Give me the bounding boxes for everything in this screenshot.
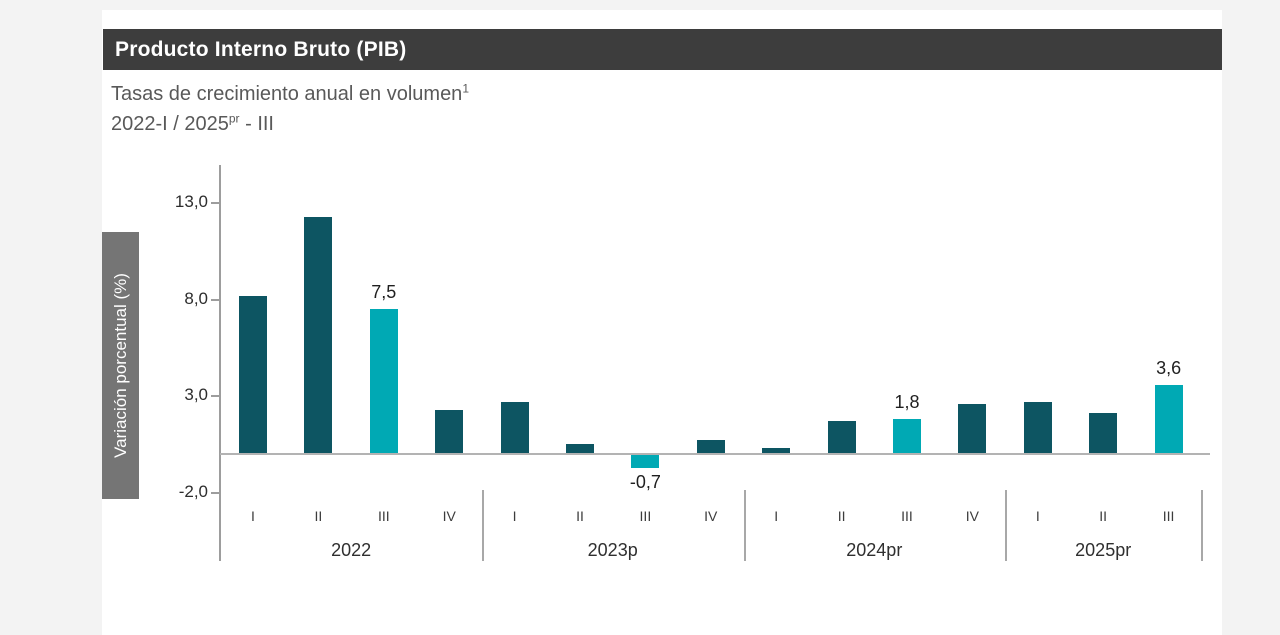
bar-2023p-III [631,454,660,468]
x-tick-label: III [1162,508,1175,524]
chart-title: Producto Interno Bruto (PIB) [115,37,407,61]
x-tick-label: II [1099,508,1108,524]
y-axis-tick-label: 3,0 [184,385,208,405]
x-tick-label: III [639,508,652,524]
year-separator [1005,490,1008,561]
bar-2022-IV [435,409,464,454]
subtitle-text: Tasas de crecimiento anual en volumen [111,83,463,105]
bar-2025pr-III [1154,384,1183,454]
bar-2024pr-II [827,421,856,454]
bar-2024pr-I [762,448,791,454]
x-tick-label: II [837,508,846,524]
year-separator [481,490,484,561]
chart-period: 2022-I / 2025pr - III [111,109,274,140]
bar-2023p-I [500,401,529,454]
bar-2024pr-IV [958,403,987,454]
x-tick-label: IV [442,508,456,524]
x-tick-label: I [1035,508,1040,524]
bar-2022-II [304,216,333,454]
bar-value-label-2025pr-III: 3,6 [1156,357,1182,378]
chart-title-bar: Producto Interno Bruto (PIB) [103,29,1222,70]
x-tick-label: I [512,508,517,524]
bar-value-label-2023p-III: -0,7 [629,471,661,492]
y-axis-title-box: Variación porcentual (%) [102,232,139,499]
y-axis-tick-label: -2,0 [178,481,208,501]
x-tick-label: III [901,508,913,524]
x-tick-label: II [576,508,584,524]
year-label-2022: 2022 [331,540,372,560]
bar-2025pr-I [1023,401,1052,454]
x-tick-label: I [774,508,779,524]
y-axis-tick [211,298,220,301]
year-label-2025pr: 2025pr [1075,540,1132,560]
period-superscript: pr [228,111,240,126]
bar-2022-I [239,295,267,454]
y-axis-tick [211,395,220,398]
year-label-2023p: 2023p [587,540,638,560]
chart-card [102,10,1222,635]
x-tick-label: IV [704,508,718,524]
bar-2023p-II [566,444,594,454]
period-text-start: 2022-I / 2025 [111,113,229,135]
zero-baseline [220,453,1210,455]
bar-2022-III [369,309,398,454]
chart-subtitle: Tasas de crecimiento anual en volumen1 [111,79,469,110]
y-axis-tick [211,202,220,205]
x-tick-label: I [251,508,255,524]
year-separator [1201,490,1204,561]
period-text-end: - III [239,113,274,135]
bar-2023p-IV [696,440,725,454]
year-label-2024pr: 2024pr [846,540,903,560]
y-axis-tick [211,491,220,494]
subtitle-footnote-marker: 1 [462,81,469,96]
bar-value-label-2022-III: 7,5 [371,282,397,303]
bar-2025pr-II [1089,413,1118,454]
x-tick-label: IV [965,508,979,524]
year-separator [743,490,746,561]
y-axis-tick-label: 8,0 [184,288,208,308]
y-axis-line [219,165,221,561]
x-tick-label: III [377,508,390,524]
y-axis-tick-label: 13,0 [174,192,208,212]
bar-value-label-2024pr-III: 1,8 [894,392,920,413]
x-tick-label: II [314,508,323,524]
bar-2024pr-III [893,419,921,454]
